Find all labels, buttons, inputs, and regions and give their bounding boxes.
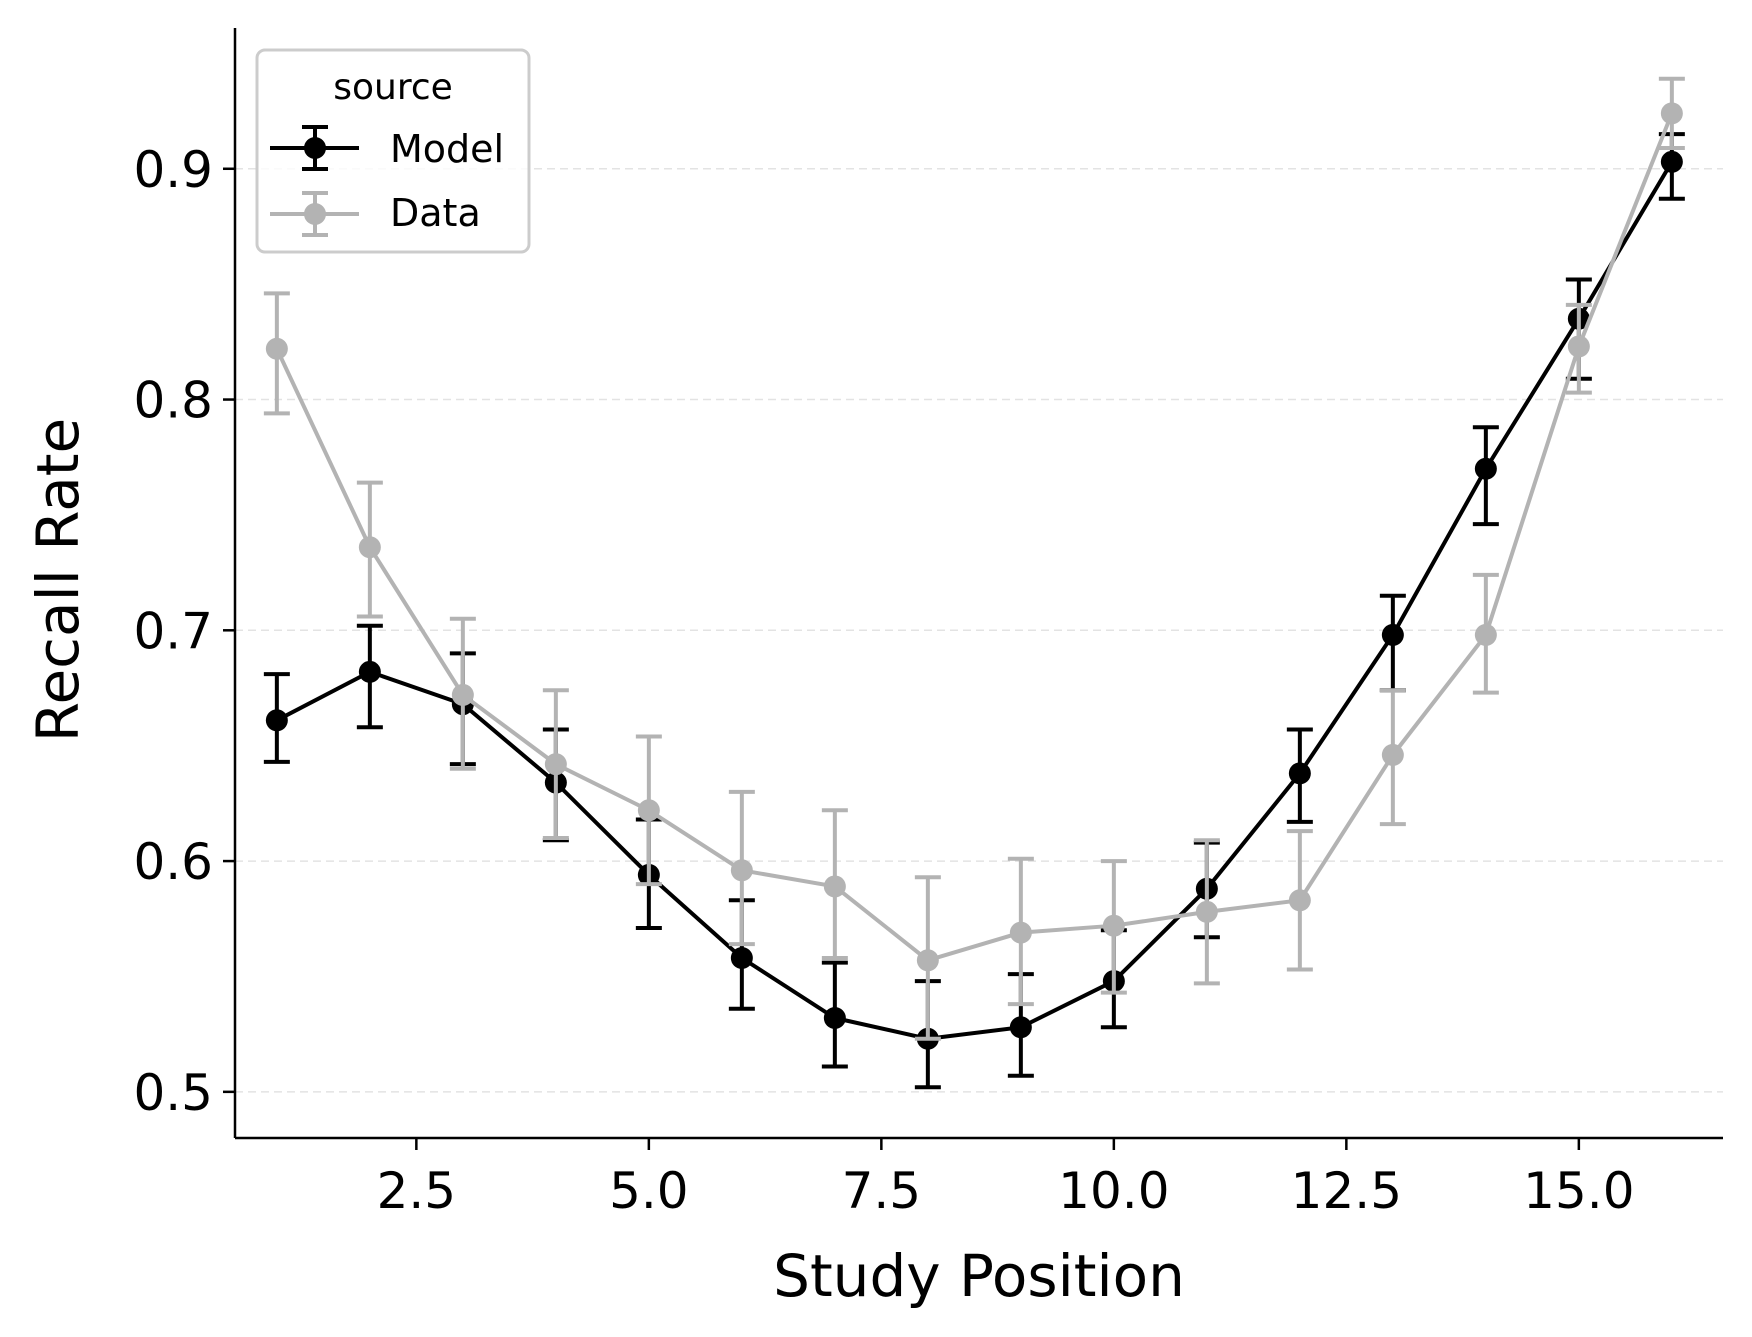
x-tick-label: 7.5 — [842, 1162, 922, 1220]
point-model — [358, 660, 381, 683]
legend-label-model: Model — [390, 127, 504, 171]
series-data — [263, 76, 1685, 1041]
legend-label-data: Data — [390, 191, 481, 235]
point-data — [1474, 623, 1497, 646]
point-data — [1567, 335, 1590, 358]
y-tick-label: 0.6 — [133, 833, 213, 891]
legend: source Model Data — [255, 48, 531, 254]
point-model — [730, 947, 753, 969]
y-axis-label: Recall Rate — [24, 418, 92, 742]
point-data — [1381, 743, 1404, 766]
point-data — [544, 753, 567, 776]
series-model — [263, 132, 1685, 1090]
line-model — [275, 160, 1674, 1041]
point-data — [823, 875, 846, 898]
y-tick-label: 0.9 — [133, 141, 213, 199]
point-data — [1009, 921, 1032, 944]
legend-marker-model — [304, 137, 326, 159]
y-tick-label: 0.5 — [133, 1064, 213, 1122]
point-data — [730, 859, 753, 882]
point-data — [1195, 900, 1218, 923]
x-tick-label: 5.0 — [609, 1162, 689, 1220]
point-model — [1474, 457, 1497, 480]
legend-frame — [255, 48, 531, 254]
point-data — [1102, 914, 1125, 937]
x-axis-label: Study Position — [773, 1242, 1185, 1310]
x-tick-label: 10.0 — [1058, 1162, 1169, 1220]
point-data — [916, 949, 939, 972]
point-model — [1009, 1016, 1032, 1039]
y-tick-label: 0.8 — [133, 372, 213, 430]
legend-title: source — [333, 67, 453, 108]
point-data — [358, 536, 381, 559]
x-tick-label: 2.5 — [377, 1162, 457, 1220]
grid-lines — [235, 168, 1723, 1093]
point-model — [1660, 150, 1683, 173]
point-model — [265, 709, 288, 732]
point-data — [265, 337, 288, 360]
legend-marker-data — [304, 203, 326, 225]
point-data — [637, 799, 660, 822]
point-data — [451, 683, 474, 706]
legend-entry-model: Model — [270, 125, 504, 171]
point-data — [1288, 889, 1311, 912]
point-model — [1288, 762, 1311, 785]
line-data — [275, 112, 1674, 963]
point-data — [1660, 102, 1683, 125]
series-layer — [263, 76, 1685, 1090]
axes: 0.5 0.6 0.7 0.8 0.9 2.5 5.0 7.5 10.0 12.5 15.0 — [133, 28, 1723, 1220]
point-model — [1381, 623, 1404, 646]
point-model — [823, 1007, 846, 1029]
legend-entry-data: Data — [270, 191, 481, 237]
x-tick-label: 15.0 — [1523, 1162, 1634, 1220]
y-tick-label: 0.7 — [133, 602, 213, 660]
x-tick-label: 12.5 — [1291, 1162, 1402, 1220]
